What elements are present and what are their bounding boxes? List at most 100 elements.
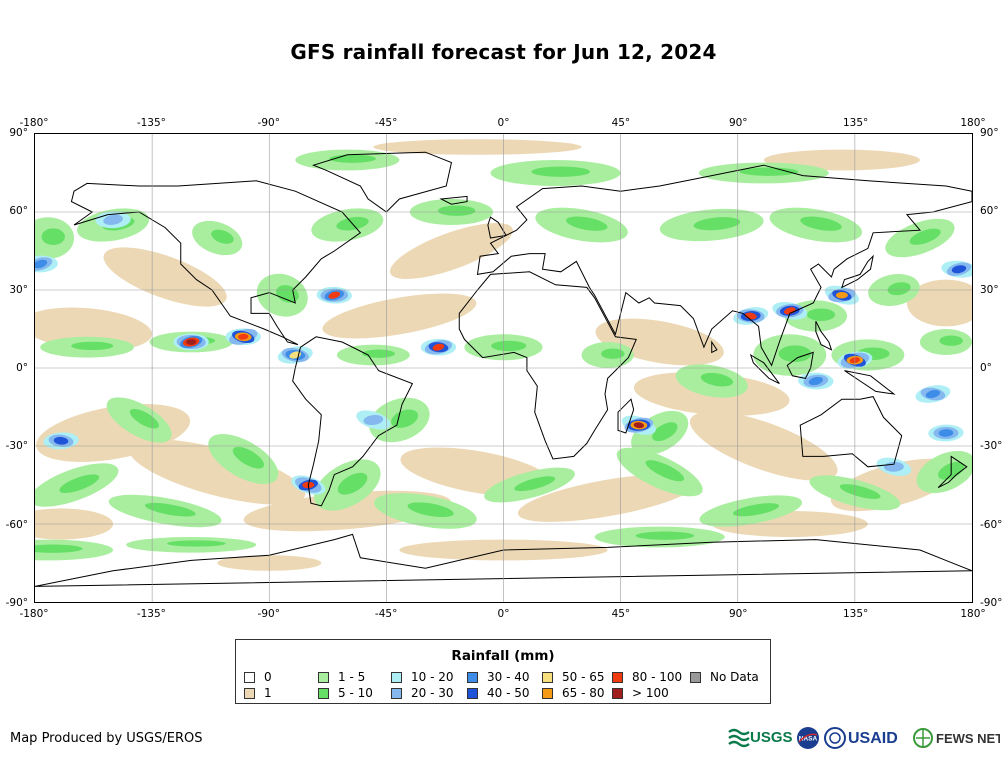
new-guinea-outline	[844, 370, 896, 395]
rain-cell	[925, 389, 941, 399]
usgs-logo-text: USGS	[750, 729, 792, 746]
rain-cell	[909, 228, 941, 245]
sumatra-outline	[749, 353, 780, 385]
rain-cell	[238, 333, 249, 340]
rain-cell	[103, 247, 227, 307]
rain-cell	[322, 293, 477, 339]
rain-cell	[938, 429, 954, 437]
rain-cell	[389, 222, 513, 280]
legend-swatch	[391, 671, 402, 683]
lon-tick-label: 0°	[497, 117, 510, 129]
rain-cell	[806, 308, 836, 321]
japan-outline	[841, 254, 874, 289]
legend-title: Rainfall (mm)	[451, 648, 555, 664]
rain-cell	[739, 167, 799, 176]
lat-tick-label-left: -90°	[5, 597, 28, 609]
legend-label: 5 - 10	[338, 686, 373, 700]
legend-item: 50 - 65	[542, 670, 605, 684]
rain-cell	[41, 228, 65, 246]
lon-tick-label: 90°	[728, 117, 748, 129]
lat-tick-label-left: 30°	[9, 283, 28, 296]
rain-cell	[645, 460, 685, 482]
rain-cell	[778, 345, 812, 363]
lat-tick-label-right: -90°	[980, 597, 1003, 609]
rain-cell	[700, 372, 734, 387]
legend-swatch	[318, 671, 329, 683]
rain-cell	[565, 216, 608, 231]
legend-item: 0	[244, 670, 272, 684]
lon-tick-label: -45°	[374, 608, 398, 620]
lon-tick-label: -135°	[136, 117, 166, 129]
rain-cell	[635, 531, 695, 540]
legend-item: No Data	[690, 670, 759, 684]
usaid-logo-text: USAID	[848, 730, 898, 747]
rain-cell	[732, 503, 780, 517]
rain-cell	[800, 216, 842, 231]
lon-tick-label: 180°	[960, 608, 986, 620]
eurasia-outline	[476, 164, 972, 367]
rain-cell	[129, 408, 159, 429]
rain-cell	[363, 414, 384, 426]
lat-tick-label-left: 60°	[9, 205, 28, 218]
legend-item: 40 - 50	[467, 686, 530, 700]
rain-cell	[373, 139, 582, 155]
rain-cell	[517, 474, 698, 522]
rain-cell	[835, 291, 848, 299]
rain-cell	[808, 376, 823, 386]
lon-tick-label: 90°	[728, 608, 748, 620]
greenland-outline	[312, 151, 453, 213]
rain-cell	[633, 422, 645, 429]
lat-tick-label-left: -60°	[5, 518, 28, 531]
legend-label: 1 - 5	[338, 670, 366, 684]
map-credit: Map Produced by USGS/EROS	[10, 731, 203, 746]
rain-cell	[337, 472, 368, 495]
nasa-logo: NASA	[797, 727, 819, 749]
lon-tick-label: 135°	[842, 608, 869, 620]
usgs-logo: USGS	[728, 728, 792, 748]
rain-cell	[232, 446, 265, 469]
rain-cell	[59, 474, 100, 493]
philippines-outline	[815, 320, 833, 351]
legend-swatch	[542, 671, 553, 683]
rain-cell	[185, 339, 197, 345]
rainfall-legend: Rainfall (mm) 0 1 1 - 5 5 - 10 10 - 20 20 - 3…	[235, 639, 771, 704]
lon-tick-label: -180°	[19, 117, 49, 129]
rain-cell	[693, 217, 741, 231]
legend-swatch	[690, 671, 701, 683]
rain-cell	[491, 340, 527, 352]
legend-item: 10 - 20	[391, 670, 454, 684]
rainfall-map	[34, 133, 973, 603]
legend-label: 1	[264, 686, 272, 700]
lat-tick-label-left: 0°	[16, 362, 28, 374]
legend-swatch	[612, 671, 623, 683]
legend-swatch	[244, 671, 255, 683]
legend-item: 20 - 30	[391, 686, 454, 700]
legend-label: No Data	[710, 670, 759, 684]
rain-cell	[839, 484, 881, 499]
legend-swatch	[318, 687, 329, 699]
legend-label: 50 - 65	[562, 670, 605, 684]
legend-label: 65 - 80	[562, 686, 605, 700]
lon-tick-label: 135°	[842, 117, 869, 129]
africa-outline	[458, 271, 637, 460]
lon-tick-label: 0°	[497, 608, 510, 620]
rain-cell	[951, 265, 967, 274]
rain-cell	[432, 343, 445, 351]
lat-tick-label-left: 90°	[9, 127, 28, 139]
lon-tick-label: -135°	[136, 608, 166, 620]
legend-label: 30 - 40	[487, 670, 530, 684]
legend-item: 65 - 80	[542, 686, 605, 700]
rain-cell	[887, 282, 911, 296]
lat-tick-label-left: -30°	[5, 440, 28, 453]
legend-swatch	[467, 687, 478, 699]
legend-swatch	[391, 687, 402, 699]
new-zealand-outline	[937, 455, 968, 489]
rain-cell	[652, 422, 678, 442]
nasa-logo-text: NASA	[799, 736, 818, 743]
rain-cell	[328, 291, 341, 299]
rain-cell	[211, 229, 234, 244]
legend-item: 5 - 10	[318, 686, 373, 700]
lat-tick-label-right: 0°	[980, 362, 992, 374]
rain-cell	[53, 436, 69, 445]
lon-tick-label: -45°	[374, 117, 398, 129]
